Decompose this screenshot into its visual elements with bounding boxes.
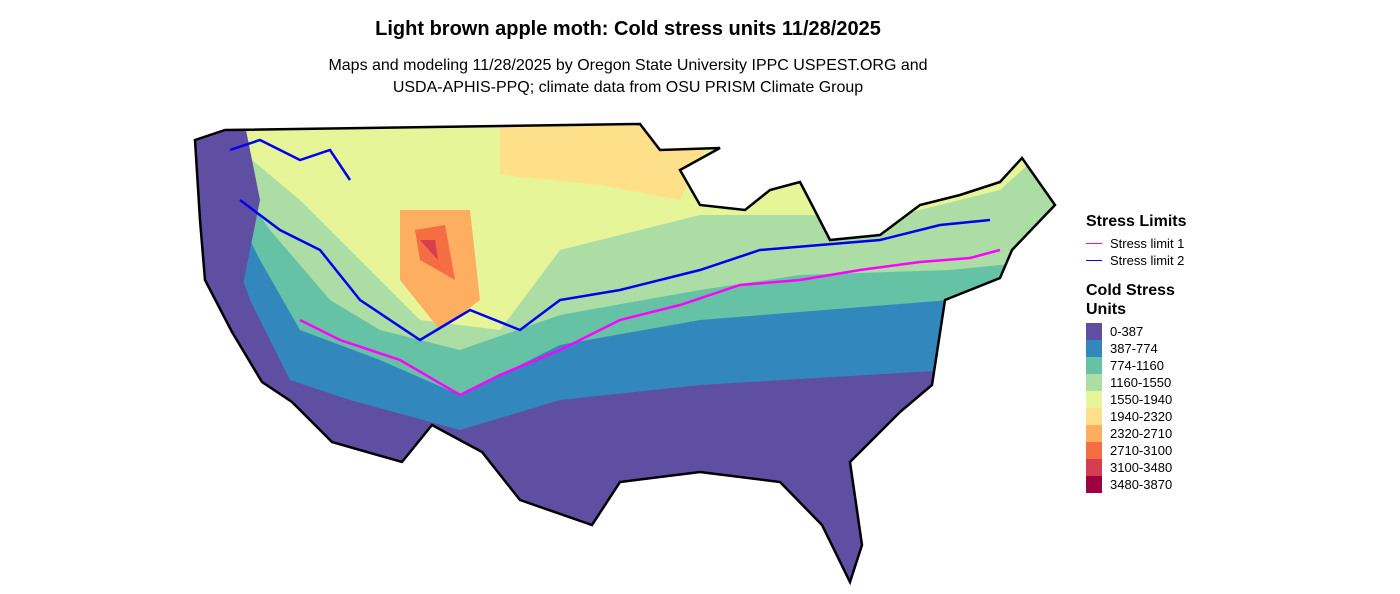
- title: Light brown apple moth: Cold stress unit…: [375, 18, 881, 40]
- legend-swatch: [1086, 259, 1102, 262]
- stress-limit-2-line: [239, 199, 991, 342]
- legend-swatch: [1086, 459, 1102, 476]
- legend-item: 0-387: [1086, 323, 1196, 340]
- legend-swatch: [1086, 476, 1102, 493]
- legend-title: Stress Limits: [1086, 213, 1187, 230]
- subtitle-line: Maps and modeling 11/28/2025 by Oregon S…: [328, 57, 928, 74]
- legend-item: 1160-1550: [1086, 374, 1196, 391]
- legend-swatch: [1086, 442, 1102, 459]
- line-legend: Stress limit 1 Stress limit 2: [1086, 235, 1196, 269]
- legend-label: Stress limit 2: [1110, 253, 1185, 268]
- legend-item: 1940-2320: [1086, 408, 1196, 425]
- legend-label: 387-774: [1110, 341, 1158, 356]
- legend-label: 2710-3100: [1110, 443, 1173, 458]
- legend-item: 2710-3100: [1086, 442, 1196, 459]
- fill-legend: 0-387 387-774 774-1160 1160-1550 1550-1940 19…: [1086, 323, 1196, 493]
- legend-item: Stress limit 2: [1086, 252, 1196, 269]
- subtitle-line: USDA-APHIS-PPQ; climate data from OSU PR…: [392, 79, 864, 96]
- stress-limit-1-line: [299, 248, 1001, 397]
- legend-label: 0-387: [1110, 324, 1144, 339]
- legend: Stress Limits Stress limit 1 Stress limit…: [1086, 212, 1196, 493]
- legend-item: 387-774: [1086, 340, 1196, 357]
- legend-swatch: [1086, 408, 1102, 425]
- stress-limit-2-line: [229, 138, 352, 181]
- legend-item: 3480-3870: [1086, 476, 1196, 493]
- legend-swatch: [1086, 242, 1102, 245]
- legend-label: 1550-1940: [1110, 392, 1173, 407]
- legend-label: 2320-2710: [1110, 426, 1173, 441]
- subtitle: Maps and modeling 11/28/2025 by Oregon S…: [0, 55, 1256, 99]
- legend-item: 1550-1940: [1086, 391, 1196, 408]
- map-region: [420, 240, 438, 260]
- legend-swatch: [1086, 425, 1102, 442]
- legend-swatch: [1086, 340, 1102, 357]
- legend-title: Cold Stress Units: [1086, 282, 1175, 318]
- legend-item: 774-1160: [1086, 357, 1196, 374]
- legend-label: 774-1160: [1110, 358, 1164, 373]
- legend-swatch: [1086, 357, 1102, 374]
- legend-label: 1940-2320: [1110, 409, 1173, 424]
- legend-item: 3100-3480: [1086, 459, 1196, 476]
- legend-label: Stress limit 1: [1110, 236, 1185, 251]
- legend-swatch: [1086, 323, 1102, 340]
- legend-item: Stress limit 1: [1086, 235, 1196, 252]
- legend-label: 1160-1550: [1110, 375, 1172, 390]
- legend-swatch: [1086, 391, 1102, 408]
- legend-swatch: [1086, 374, 1102, 391]
- legend-label: 3100-3480: [1110, 460, 1173, 475]
- legend-item: 2320-2710: [1086, 425, 1196, 442]
- legend-label: 3480-3870: [1110, 477, 1173, 492]
